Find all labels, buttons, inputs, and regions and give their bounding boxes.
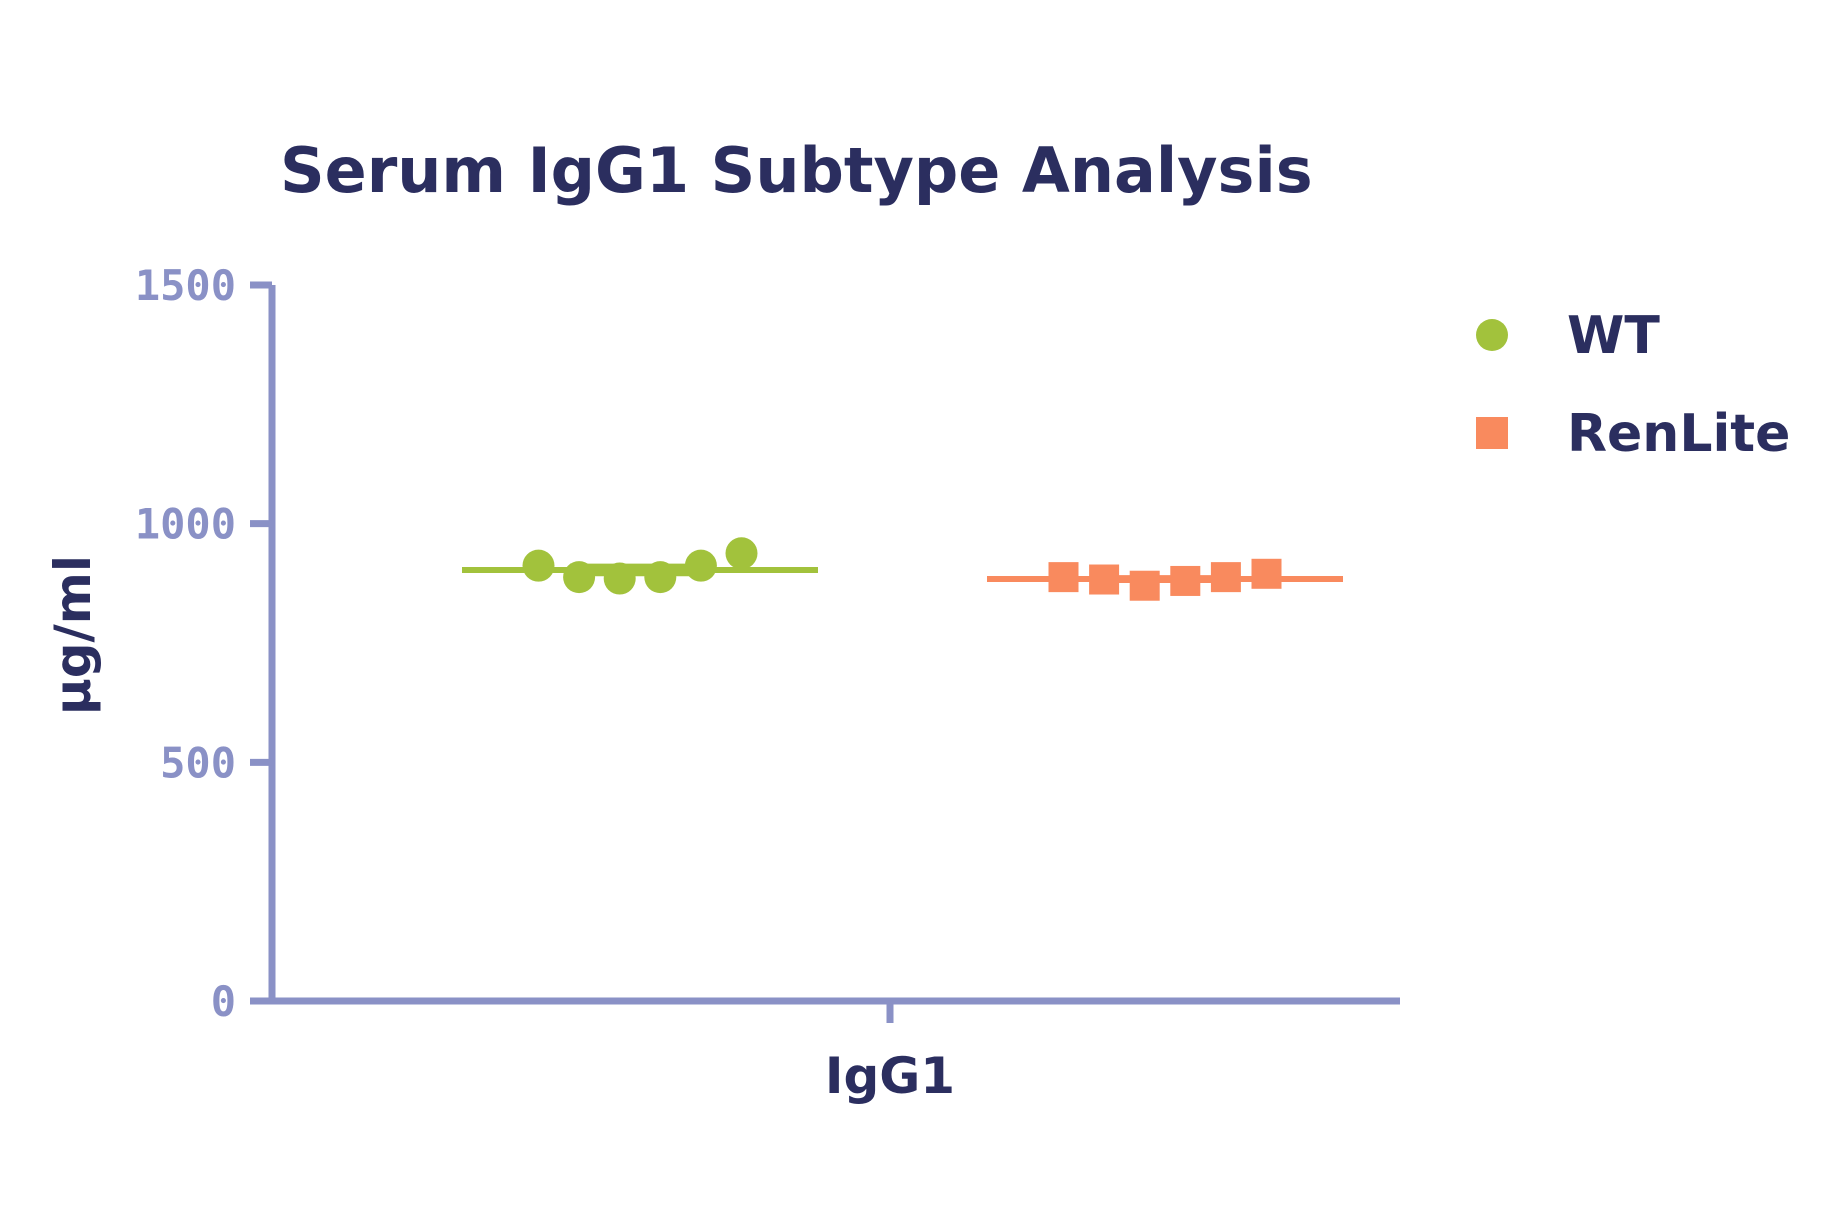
x-tick-label: IgG1 bbox=[825, 1047, 955, 1105]
data-point bbox=[1252, 559, 1282, 589]
data-point bbox=[1089, 565, 1119, 595]
series-wt bbox=[462, 537, 818, 594]
y-tick-label: 1500 bbox=[135, 261, 236, 310]
y-tick-label: 500 bbox=[160, 738, 236, 787]
legend-marker bbox=[1476, 417, 1508, 449]
legend: WT RenLite bbox=[1476, 306, 1790, 464]
data-point bbox=[644, 561, 676, 593]
data-point bbox=[726, 537, 758, 569]
y-tick-label: 0 bbox=[211, 977, 236, 1026]
y-axis-label: µg/ml bbox=[44, 555, 102, 715]
data-point bbox=[685, 550, 717, 582]
series-renlite bbox=[987, 559, 1343, 601]
legend-label: RenLite bbox=[1567, 404, 1790, 464]
data-point bbox=[604, 563, 636, 595]
legend-item-renlite: RenLite bbox=[1476, 404, 1790, 464]
data-point bbox=[1170, 566, 1200, 596]
y-tick-label: 1000 bbox=[135, 500, 236, 549]
series-layer bbox=[462, 537, 1343, 600]
data-point bbox=[1130, 571, 1160, 601]
data-point bbox=[523, 550, 555, 582]
legend-item-wt: WT bbox=[1476, 306, 1660, 366]
y-ticks: 0 500 1000 1500 bbox=[135, 261, 272, 1026]
legend-label: WT bbox=[1567, 306, 1660, 366]
legend-marker bbox=[1476, 319, 1508, 351]
data-point bbox=[1211, 562, 1241, 592]
x-ticks: IgG1 bbox=[825, 1001, 955, 1105]
data-point bbox=[563, 561, 595, 593]
data-point bbox=[1049, 562, 1079, 592]
chart-title: Serum IgG1 Subtype Analysis bbox=[280, 134, 1313, 207]
axes-layer bbox=[268, 285, 1400, 1001]
